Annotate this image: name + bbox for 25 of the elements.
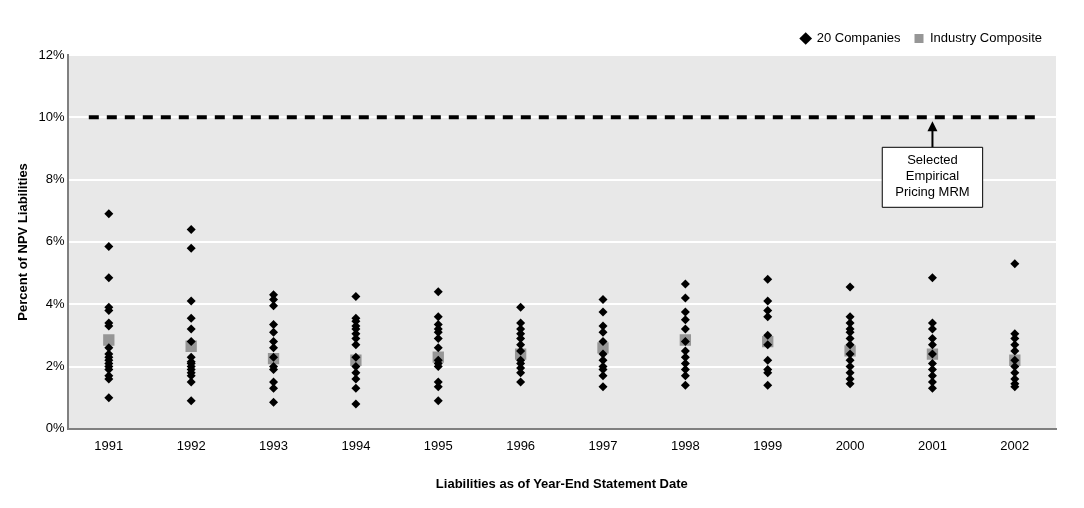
legend-label: Industry Composite <box>930 30 1043 46</box>
y-tick-label: 10% <box>38 108 66 124</box>
x-tick-label: 2000 <box>835 438 865 454</box>
x-tick-label: 1995 <box>423 438 453 454</box>
x-tick-label: 1999 <box>753 438 783 454</box>
x-axis-title: Liabilities as of Year-End Statement Date <box>435 475 688 491</box>
point <box>103 334 115 346</box>
x-tick-label: 1993 <box>259 438 288 454</box>
x-tick-label: 1994 <box>341 438 371 454</box>
x-tick-label: 2002 <box>1000 438 1030 454</box>
annotation: Selected Empirical Pricing MRM <box>895 152 970 200</box>
x-tick-label: 2001 <box>917 438 947 454</box>
x-tick-label: 1998 <box>670 438 700 454</box>
legend-label: 20 Companies <box>816 30 902 46</box>
x-tick-label: 1991 <box>94 438 124 454</box>
y-tick-label: 12% <box>38 46 66 62</box>
y-tick-label: 2% <box>45 358 66 374</box>
x-tick-label: 1996 <box>506 438 536 454</box>
y-axis-title: Percent of NPV Liabilities <box>15 163 31 321</box>
y-tick-label: 8% <box>45 171 66 187</box>
y-tick-label: 6% <box>45 233 66 249</box>
x-tick-label: 1997 <box>588 438 618 454</box>
y-tick-label: 0% <box>45 420 66 436</box>
x-tick-label: 1992 <box>176 438 206 454</box>
y-tick-label: 4% <box>45 295 66 311</box>
